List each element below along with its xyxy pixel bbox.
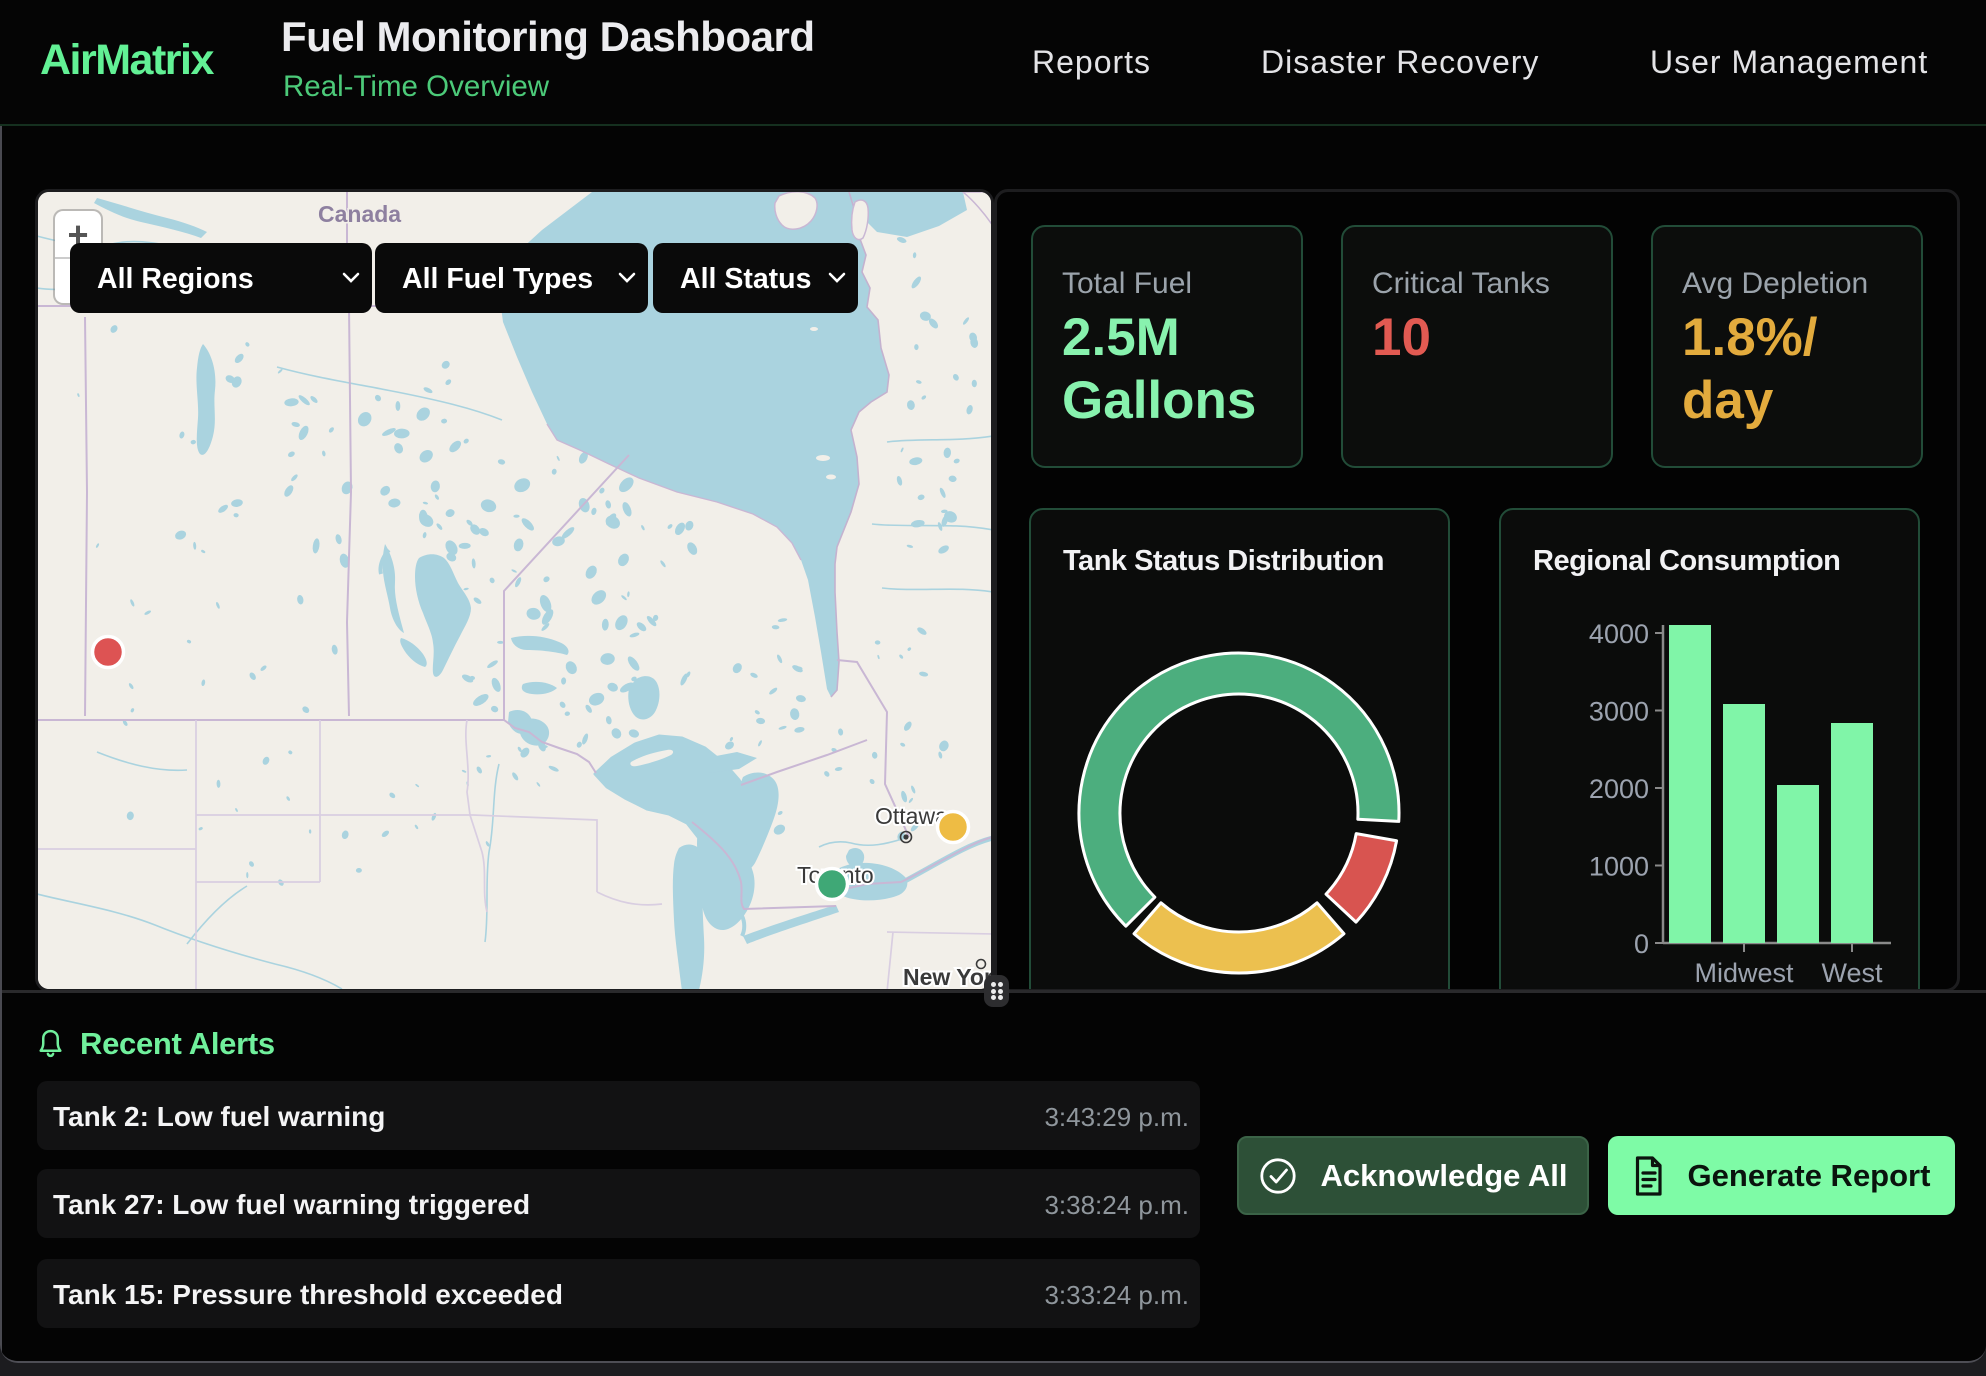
svg-text:3000: 3000 bbox=[1589, 697, 1649, 727]
svg-text:4000: 4000 bbox=[1589, 619, 1649, 649]
svg-text:New York: New York bbox=[903, 964, 991, 989]
svg-text:0: 0 bbox=[1634, 929, 1649, 959]
svg-text:West: West bbox=[1821, 958, 1883, 988]
svg-text:Canada: Canada bbox=[318, 201, 401, 227]
svg-text:Ottawa: Ottawa bbox=[875, 803, 948, 829]
svg-text:1000: 1000 bbox=[1589, 852, 1649, 882]
svg-text:Midwest: Midwest bbox=[1694, 958, 1794, 988]
svg-text:2000: 2000 bbox=[1589, 774, 1649, 804]
